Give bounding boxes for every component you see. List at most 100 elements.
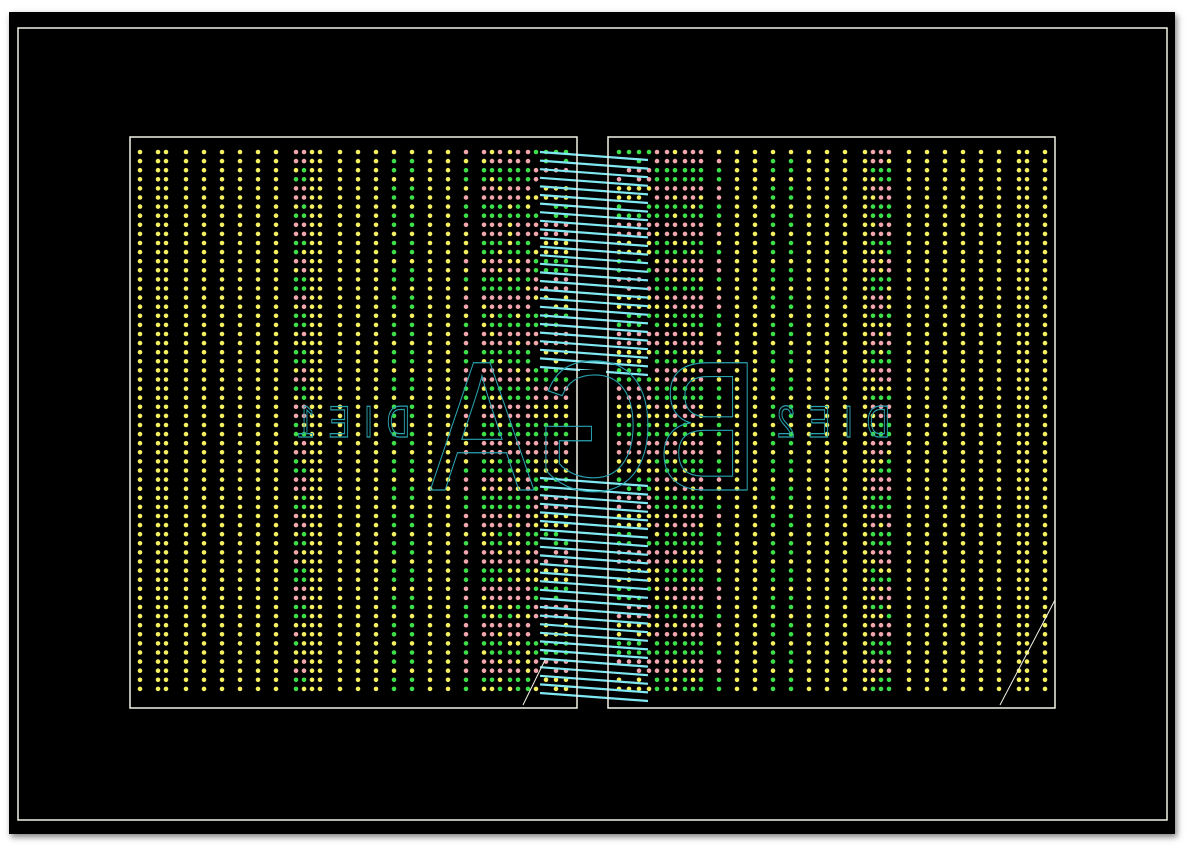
solder-ball [1042,431,1048,437]
solder-ball [293,213,299,218]
solder-ball [445,349,451,355]
solder-ball [183,541,189,546]
solder-ball [960,349,966,355]
solder-ball [906,513,912,519]
solder-ball [533,404,539,410]
solder-ball [237,158,243,164]
solder-ball [690,659,696,664]
solder-ball [1042,595,1048,601]
solder-ball [626,413,632,419]
solder-ball [543,395,549,401]
solder-ball [155,613,161,619]
solder-ball [563,249,569,255]
solder-ball [183,431,189,437]
solder-ball [682,377,688,382]
solder-ball [646,340,652,346]
solder-ball [463,268,469,273]
solder-ball [942,440,948,446]
solder-ball [317,531,323,537]
solder-ball [978,595,984,601]
solder-ball [237,222,243,228]
solder-ball [682,504,688,510]
solder-ball [1016,641,1022,646]
solder-ball [824,440,830,446]
solder-ball [507,622,513,628]
solder-ball [355,440,361,446]
solder-ball [293,513,299,519]
die-gap [580,370,606,478]
solder-ball [870,559,876,564]
solder-ball [672,222,678,228]
solder-ball [219,349,225,355]
solder-ball [427,404,433,410]
solder-ball [409,468,415,473]
solder-ball [906,440,912,446]
solder-ball [355,613,361,619]
solder-ball [942,559,948,564]
solder-ball [155,204,161,209]
solder-ball [978,559,984,564]
solder-ball [1024,668,1030,673]
die2-outline[interactable] [607,136,1056,709]
solder-ball [255,632,261,637]
solder-ball [543,222,549,228]
solder-ball [309,586,315,592]
solder-ball [463,541,469,546]
solder-ball [409,377,415,382]
solder-ball [664,686,670,692]
solder-ball [682,595,688,601]
solder-ball [219,513,225,519]
solder-ball [672,568,678,573]
solder-ball [391,249,397,255]
solder-ball [219,167,225,173]
solder-ball [373,158,379,164]
solder-ball [301,313,307,319]
solder-ball [301,149,307,155]
solder-ball [664,650,670,655]
solder-ball [690,422,696,428]
solder-ball [137,167,143,173]
solder-ball [201,349,207,355]
solder-ball [163,659,169,664]
solder-ball [734,395,740,401]
solder-ball [137,177,143,182]
solder-ball [463,377,469,382]
solder-ball [163,158,169,164]
solder-ball [978,304,984,310]
solder-ball [924,322,930,328]
solder-ball [690,486,696,492]
solder-ball [1042,668,1048,673]
solder-ball [427,531,433,537]
solder-ball [391,431,397,437]
solder-ball [1042,213,1048,218]
solder-ball [515,595,521,601]
solder-ball [201,368,207,373]
solder-ball [255,240,261,246]
solder-ball [1016,222,1022,228]
solder-ball [525,413,531,419]
solder-ball [734,650,740,655]
solder-ball [533,249,539,255]
solder-ball [163,468,169,473]
solder-ball [515,677,521,683]
die1-outline[interactable] [129,136,578,709]
solder-ball [770,568,776,573]
solder-ball [409,149,415,155]
solder-ball [682,468,688,473]
solder-ball [489,604,495,610]
solder-ball [201,440,207,446]
solder-ball [553,249,559,255]
solder-ball [183,268,189,273]
solder-ball [698,286,704,291]
solder-ball [533,167,539,173]
solder-ball [463,349,469,355]
solder-ball [317,677,323,683]
solder-ball [1042,204,1048,209]
solder-ball [301,213,307,218]
solder-ball [626,186,632,191]
solder-ball [1016,331,1022,337]
solder-ball [373,340,379,346]
solder-ball [293,522,299,528]
solder-ball [409,222,415,228]
solder-ball [373,240,379,246]
